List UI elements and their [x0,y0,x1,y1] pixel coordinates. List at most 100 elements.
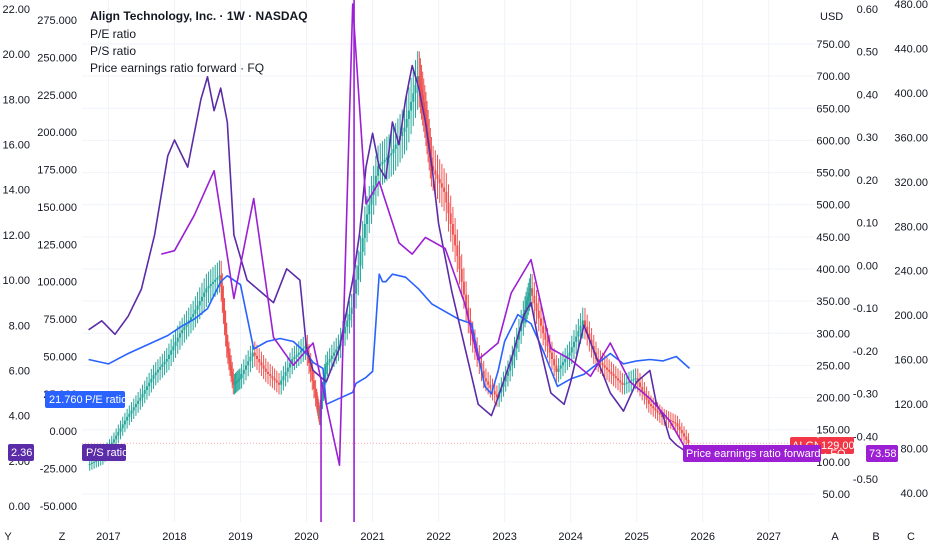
price-candle [262,365,265,369]
price-axis-tick: 750.00 [816,39,850,51]
price-candle [253,352,256,356]
price-candle [421,95,424,102]
ps-axis-tick: 10.00 [2,275,30,287]
price-candle [564,359,567,363]
price-candle [224,322,227,335]
price-candle [167,354,170,359]
x-axis-tick: 2020 [294,531,318,543]
price-candle [533,295,536,304]
price-candle [121,424,124,429]
price-candle [309,363,312,372]
price-axis-tick: 50.00 [822,489,850,501]
price-candle [223,310,226,323]
ps-axis-tick: 20.00 [2,49,30,61]
price-candle [273,378,276,381]
price-candle [165,359,168,362]
price-candle [128,413,131,417]
c-axis-tick: 80.00 [900,444,928,456]
price-candle [322,382,325,392]
price-candle [553,359,556,366]
price-candle [148,382,151,387]
pe-ratio-line [88,273,691,406]
price-candle [357,265,360,280]
b-axis-tick: -0.40 [853,431,878,443]
price-candle [550,352,553,359]
price-candle [230,365,233,372]
price-candle [368,204,371,215]
series-lines [88,0,691,522]
c-axis-tick: 160.00 [894,355,928,367]
price-candle [258,359,261,363]
price-candle [267,371,270,374]
price-candle [548,346,551,353]
price-candle [416,76,419,85]
price-candle [93,461,96,463]
price-candle [650,404,653,407]
c-axis-tick: 280.00 [894,221,928,233]
price-candle [583,320,586,327]
price-axis-tick: 150.00 [816,425,850,437]
b-axis-tick: 0.50 [857,47,878,59]
price-candle [619,380,622,383]
price-candle [359,251,362,266]
price-candle [196,305,199,310]
price-candle [687,439,690,444]
price-candle [264,368,267,372]
price-candle [344,326,347,334]
price-candle [647,399,650,404]
price-candle [401,131,404,137]
price-candle [377,166,380,176]
ps-value-tag: 2.36 P/S ratio [8,444,128,461]
b-axis-tick: -0.30 [853,389,878,401]
price-candle [661,414,664,417]
price-candle [460,269,463,282]
price-candle [420,89,423,96]
axis-letter: A [831,531,839,543]
price-candle [150,378,153,383]
price-candle [623,383,626,385]
b-axis-tick: 0.40 [857,89,878,101]
price-candle [159,367,162,370]
price-candle [627,381,630,383]
b-axis-tick: 0.20 [857,175,878,187]
price-candle [561,362,564,366]
pe-axis-tick: 250.000 [37,52,77,64]
price-candle [185,323,188,327]
price-candle [390,153,393,156]
price-candle [654,408,657,411]
currency-label: USD [820,11,843,23]
price-candle [575,336,578,342]
price-candle [614,376,617,379]
price-candle [282,376,285,381]
price-candle [235,381,238,383]
price-candle [316,404,319,408]
price-candle [608,369,611,372]
price-candle [544,333,547,340]
price-candle [537,310,540,319]
axis-letter: Z [59,531,66,543]
price-candle [295,354,298,357]
price-candle [209,284,212,287]
ps-axis-tick: 12.00 [2,230,30,242]
ps-ratio-line [88,64,690,454]
price-candle [515,339,518,349]
price-candle [233,383,236,385]
price-candle [152,375,155,379]
price-candle [126,416,129,421]
price-candle [205,288,208,293]
price-axis-tick: 350.00 [816,296,850,308]
price-candle [451,224,454,235]
legend-forward-pe: Price earnings ratio forward · FQ [90,61,264,75]
price-candle [317,407,320,411]
x-axis-tick: 2023 [492,531,516,543]
price-candle [374,175,377,186]
price-candle [456,245,459,257]
price-candle [542,325,545,334]
price-candle [432,166,435,171]
x-axis-tick: 2021 [360,531,384,543]
price-axis-tick: 200.00 [816,393,850,405]
pe-axis-tick: -50.000 [40,501,77,513]
price-candle [229,359,232,366]
price-axis-tick: 550.00 [816,168,850,180]
price-candle [610,371,613,374]
